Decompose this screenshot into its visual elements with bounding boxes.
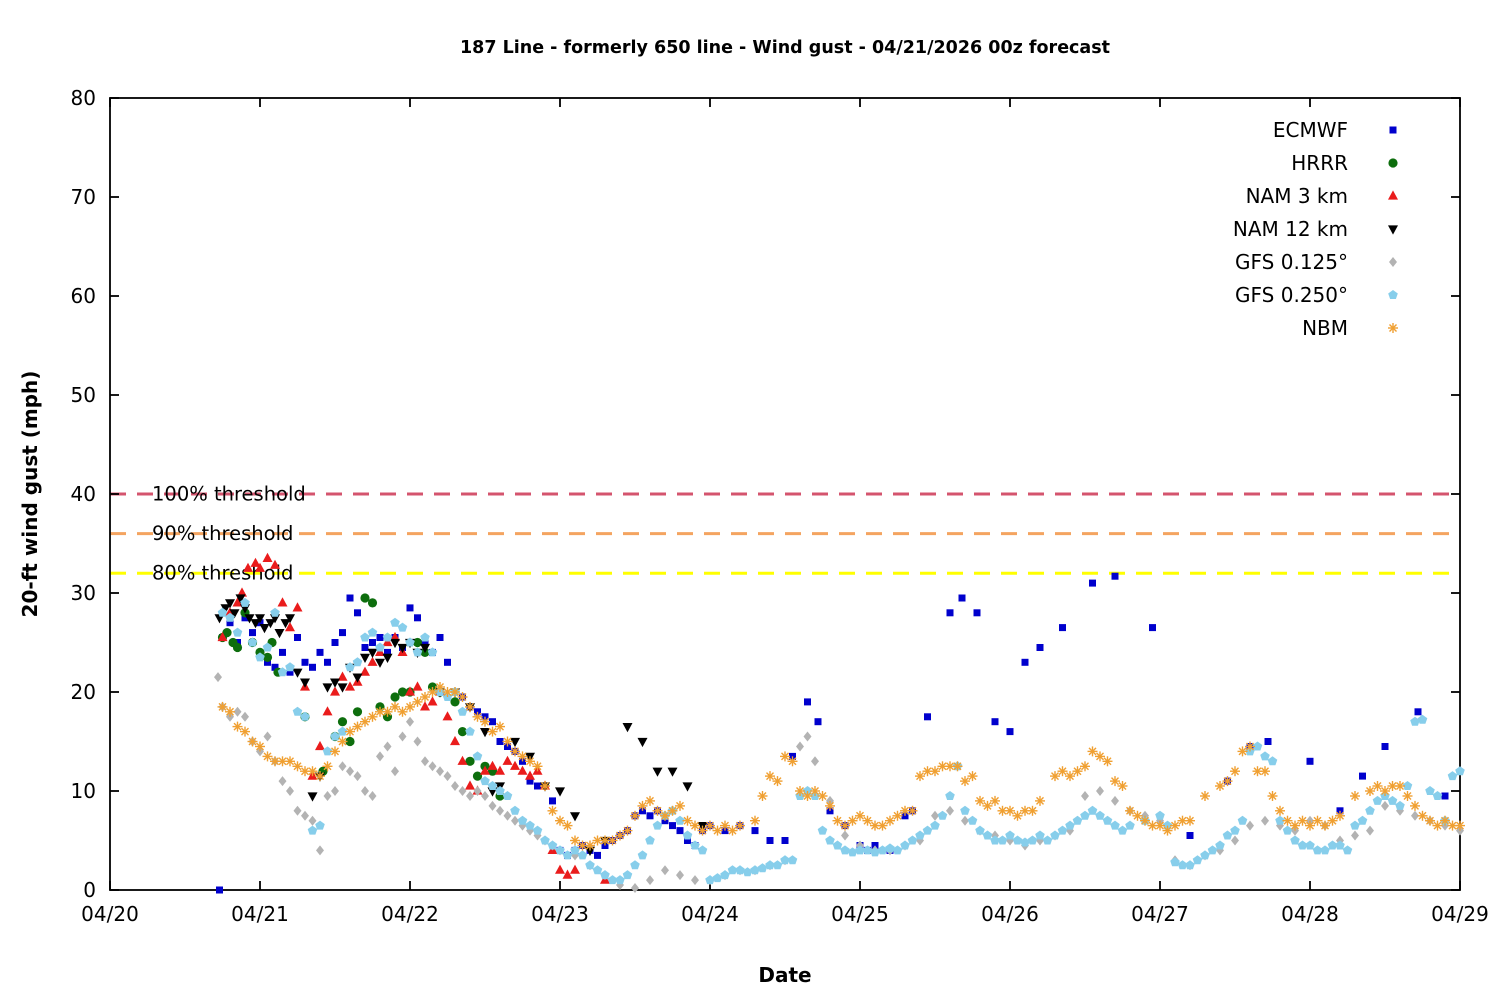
x-tick-label: 04/21 (231, 902, 289, 926)
x-axis-label: Date (758, 963, 812, 987)
chart-title: 187 Line - formerly 650 line - Wind gust… (459, 38, 1111, 58)
threshold-label: 90% threshold (152, 522, 293, 545)
legend-label: GFS 0.125° (1235, 250, 1348, 274)
legend-label: NBM (1302, 316, 1348, 340)
y-tick-label: 20 (71, 680, 96, 704)
legend-label: NAM 3 km (1246, 184, 1348, 208)
x-tick-label: 04/22 (381, 902, 439, 926)
legend-item: ECMWF (1273, 118, 1397, 142)
legend-item: GFS 0.250° (1235, 283, 1398, 307)
y-tick-label: 60 (71, 284, 96, 308)
x-tick-label: 04/27 (1131, 902, 1189, 926)
series-nbm (217, 682, 1465, 851)
x-tick-label: 04/25 (831, 902, 889, 926)
series-gfs-0-125- (214, 672, 1464, 893)
x-tick-label: 04/29 (1431, 902, 1489, 926)
x-tick-label: 04/20 (81, 902, 139, 926)
legend-label: NAM 12 km (1233, 217, 1348, 241)
x-tick-label: 04/28 (1281, 902, 1339, 926)
y-tick-label: 10 (71, 779, 96, 803)
legend-item: HRRR (1291, 151, 1398, 175)
series-nam-3-km (217, 552, 610, 884)
threshold-label: 100% threshold (152, 483, 306, 506)
y-tick-label: 70 (71, 185, 96, 209)
x-tick-label: 04/23 (531, 902, 589, 926)
legend-label: ECMWF (1273, 118, 1348, 142)
y-tick-label: 0 (83, 878, 96, 902)
y-tick-label: 40 (71, 482, 96, 506)
legend-item: NAM 12 km (1233, 217, 1398, 241)
legend-label: HRRR (1291, 151, 1348, 175)
legend-item: NBM (1302, 316, 1398, 340)
y-tick-label: 30 (71, 581, 96, 605)
legend-label: GFS 0.250° (1235, 283, 1348, 307)
y-tick-label: 80 (71, 86, 96, 110)
y-tick-label: 50 (71, 383, 96, 407)
y-axis-label: 20-ft wind gust (mph) (18, 370, 42, 618)
series-ecmwf (216, 572, 1449, 894)
legend-item: NAM 3 km (1246, 184, 1398, 208)
series-gfs-0-250- (217, 597, 1465, 885)
x-tick-label: 04/24 (681, 902, 739, 926)
legend-item: GFS 0.125° (1235, 250, 1397, 274)
x-tick-label: 04/26 (981, 902, 1039, 926)
